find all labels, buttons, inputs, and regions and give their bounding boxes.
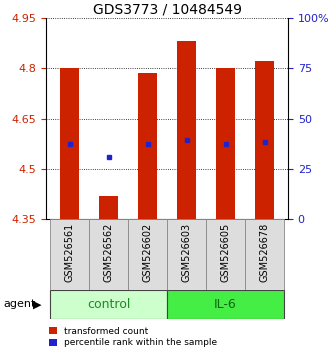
Bar bbox=[177, 41, 196, 219]
Bar bbox=[167, 219, 206, 290]
Text: IL-6: IL-6 bbox=[214, 298, 237, 311]
Text: ▶: ▶ bbox=[33, 299, 42, 309]
Text: GSM526561: GSM526561 bbox=[65, 223, 75, 282]
Text: GSM526605: GSM526605 bbox=[221, 223, 231, 282]
Bar bbox=[99, 196, 118, 219]
Bar bbox=[216, 68, 235, 219]
Text: GSM526678: GSM526678 bbox=[260, 223, 269, 282]
Bar bbox=[128, 219, 167, 290]
Text: control: control bbox=[87, 298, 130, 311]
Bar bbox=[138, 73, 158, 219]
Bar bbox=[245, 219, 284, 290]
Bar bbox=[50, 219, 89, 290]
Title: GDS3773 / 10484549: GDS3773 / 10484549 bbox=[93, 2, 242, 17]
Bar bbox=[50, 290, 167, 319]
Text: agent: agent bbox=[3, 299, 36, 309]
Bar bbox=[89, 219, 128, 290]
Bar bbox=[167, 290, 284, 319]
Bar bbox=[206, 219, 245, 290]
Text: GSM526603: GSM526603 bbox=[182, 223, 192, 282]
Bar bbox=[60, 68, 79, 219]
Bar bbox=[255, 61, 274, 219]
Text: GSM526562: GSM526562 bbox=[104, 223, 114, 282]
Text: GSM526602: GSM526602 bbox=[143, 223, 153, 282]
Legend: transformed count, percentile rank within the sample: transformed count, percentile rank withi… bbox=[48, 325, 219, 349]
